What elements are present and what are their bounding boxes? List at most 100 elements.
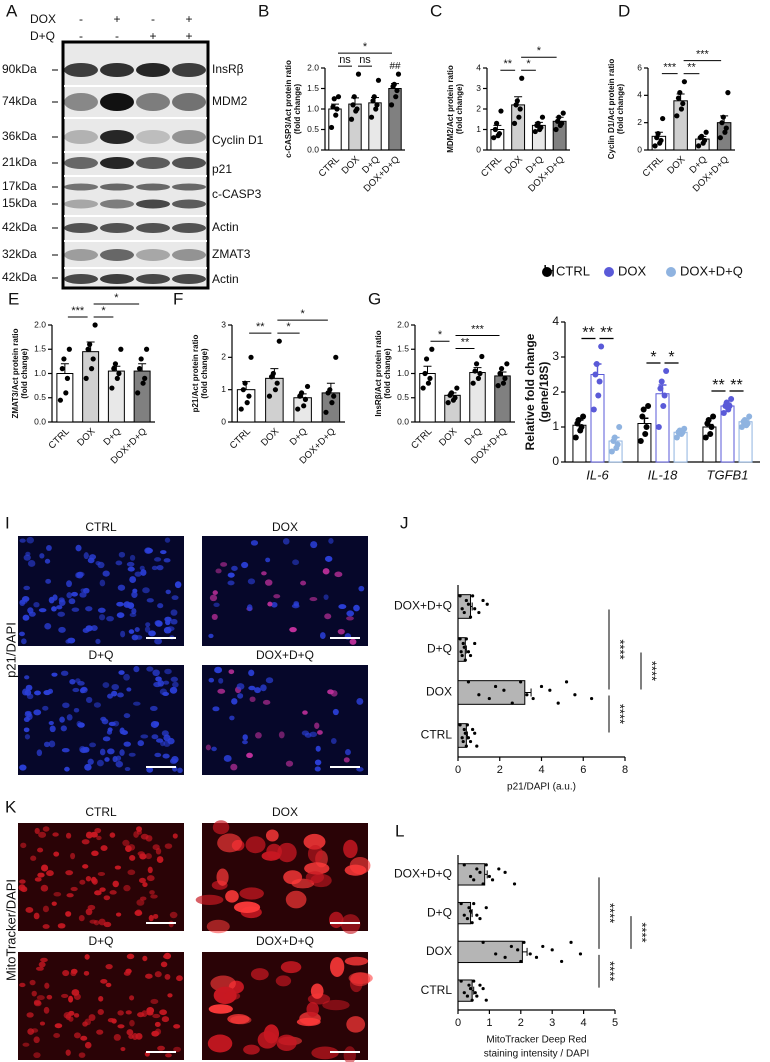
panel-letter: A [6,1,18,20]
cell [73,1013,80,1018]
data-point [674,113,680,119]
cell [24,675,30,680]
data-point [519,959,523,964]
data-point [725,90,731,96]
blot-band [136,130,170,144]
cell [215,568,222,574]
cell [213,602,220,608]
y-axis-label: c-CASP3/Act protein ratio [284,60,293,158]
cell [83,970,90,976]
cell [344,956,369,966]
cell [33,602,40,608]
y-axis-label: (fold change) [293,84,302,135]
x-tick-label: 3 [549,1017,555,1029]
cell [117,584,126,591]
cell [54,1023,63,1029]
cell [149,890,155,895]
cell [276,1034,297,1051]
cell [152,844,160,851]
cell [115,760,124,768]
cell [85,606,93,612]
cell [58,626,66,633]
data-point [395,71,402,77]
cell [156,564,164,571]
cell [322,999,350,1011]
cell [159,688,168,695]
blot-band [64,249,98,261]
cell [38,831,47,838]
cell [206,919,230,934]
cell [165,589,171,595]
cell [84,1018,92,1026]
cell [109,832,116,838]
data-point [703,129,709,135]
data-point [466,650,471,654]
data-point [541,944,545,949]
cell [305,871,325,884]
treatment-sign: - [151,12,155,26]
significance-label: ** [687,62,696,74]
cell [96,1029,104,1035]
x-tick-label: IL-18 [648,467,678,482]
cell [84,1041,92,1049]
legend-marker [604,267,614,277]
cell [300,580,307,586]
cell [169,758,178,764]
data-point [569,940,573,944]
y-tick-label: 1.5 [307,83,319,93]
y-tick-label: 0.5 [397,392,409,402]
cell [145,547,154,554]
condition-label: DOX [272,520,298,534]
cell [73,1032,81,1039]
y-tick-label: 0 [476,144,481,154]
cell [230,763,238,771]
data-point [535,120,541,126]
cell [285,890,307,909]
cell [334,571,343,578]
cell [85,831,93,839]
cell [111,683,120,691]
data-point [116,370,122,377]
cell [46,870,54,877]
cell [33,1052,41,1059]
data-point [468,653,473,658]
cell [223,755,232,762]
data-point [560,959,564,964]
marker-label: 21kDa [2,155,37,169]
cell [136,826,143,832]
y-tick-label: CTRL [421,983,453,997]
cell [40,864,49,872]
cell [303,833,326,850]
cell [157,680,165,687]
data-point [538,124,544,131]
data-point [422,370,428,377]
treatment-sign: + [149,29,156,43]
cell [231,565,238,571]
bar [457,901,472,925]
data-point [462,863,466,867]
cell [277,842,297,863]
data-point [467,906,471,910]
data-point [484,998,488,1002]
cell [129,854,136,861]
cell [31,990,37,997]
cell [19,631,25,637]
x-tick-label: 6 [580,764,586,776]
cell [85,696,93,703]
y-tick-label: 2 [221,352,226,362]
x-tick-label: 2 [497,764,503,776]
cell [337,628,345,635]
data-point [502,375,508,381]
error-bar [465,645,467,654]
cell [30,855,37,861]
data-point [471,727,475,732]
data-point [660,403,667,409]
cell [323,594,329,601]
bar [457,940,523,964]
error-bar [593,363,602,375]
cell [296,1017,321,1027]
cell [61,748,70,753]
data-point [301,403,307,409]
y-tick-label: 1.0 [34,368,46,378]
y-axis-label: MDM2/Act protein ratio [446,65,455,153]
